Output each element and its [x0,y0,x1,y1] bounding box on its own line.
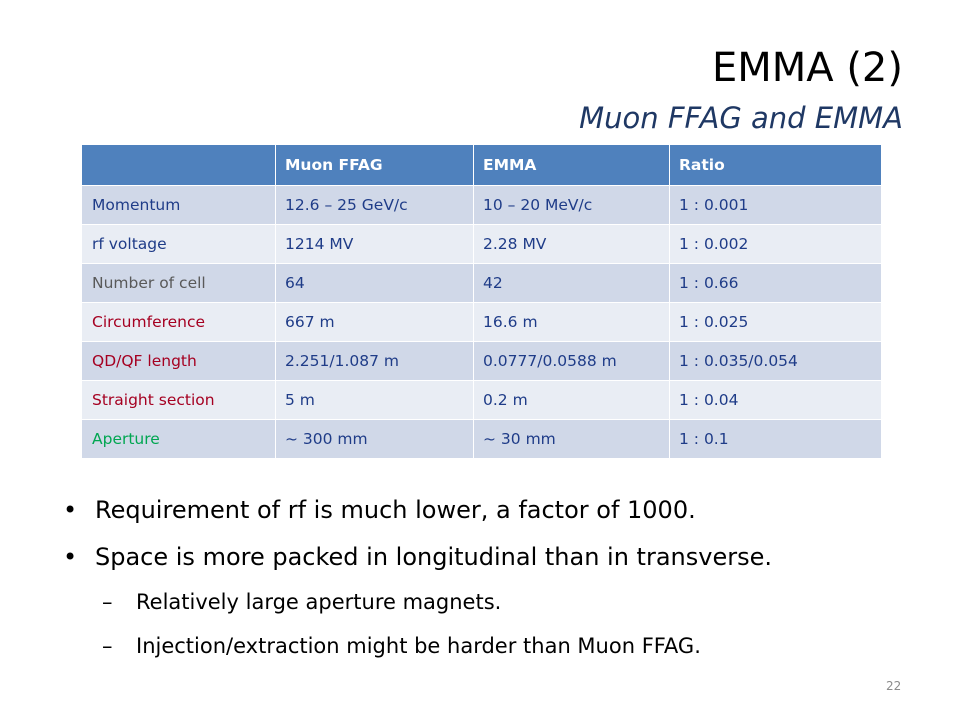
bullet-item: • Space is more packed in longitudinal t… [60,540,940,574]
muon-ffag-cell: 12.6 – 25 GeV/c [275,185,474,225]
bullet-text: Space is more packed in longitudinal tha… [95,543,772,571]
sub-bullet-text: Injection/extraction might be harder tha… [136,634,701,658]
table-row: rf voltage 1214 MV 2.28 MV 1 : 0.002 [81,224,882,264]
emma-cell: 0.0777/0.0588 m [473,341,670,381]
ratio-cell: 1 : 0.1 [669,419,882,459]
ratio-cell: 1 : 0.035/0.054 [669,341,882,381]
bullet-item: • Requirement of rf is much lower, a fac… [60,493,940,527]
muon-ffag-cell: 1214 MV [275,224,474,264]
muon-ffag-cell: 64 [275,263,474,303]
ratio-cell: 1 : 0.002 [669,224,882,264]
table-header-cell [81,144,276,186]
row-label-cell: Momentum [81,185,276,225]
emma-cell: 10 – 20 MeV/c [473,185,670,225]
row-label-cell: Aperture [81,419,276,459]
muon-ffag-cell: 667 m [275,302,474,342]
sub-bullet-item: – Relatively large aperture magnets. [60,587,940,617]
row-label-cell: Circumference [81,302,276,342]
bullet-list: • Requirement of rf is much lower, a fac… [60,493,940,675]
row-label-cell: Straight section [81,380,276,420]
table-header-cell: Muon FFAG [275,144,474,186]
slide-subtitle: Muon FFAG and EMMA [579,101,903,135]
muon-ffag-cell: ~ 300 mm [275,419,474,459]
emma-cell: ~ 30 mm [473,419,670,459]
muon-ffag-cell: 5 m [275,380,474,420]
table-row: QD/QF length 2.251/1.087 m 0.0777/0.0588 m… [81,341,882,381]
table-row: Number of cell 64 42 1 : 0.66 [81,263,882,303]
table-row: Aperture ~ 300 mm ~ 30 mm 1 : 0.1 [81,419,882,459]
table-header-cell: Ratio [669,144,882,186]
ratio-cell: 1 : 0.66 [669,263,882,303]
ratio-cell: 1 : 0.04 [669,380,882,420]
ratio-cell: 1 : 0.025 [669,302,882,342]
table-body: Momentum 12.6 – 25 GeV/c 10 – 20 MeV/c 1 : … [81,185,882,459]
row-label-cell: rf voltage [81,224,276,264]
page-number: 22 [886,679,902,693]
bullet-dash-icon: – [102,590,113,614]
emma-cell: 2.28 MV [473,224,670,264]
muon-ffag-cell: 2.251/1.087 m [275,341,474,381]
bullet-dash-icon: – [102,634,113,658]
emma-cell: 42 [473,263,670,303]
sub-bullet-item: – Injection/extraction might be harder t… [60,631,940,661]
table-header-row: Muon FFAG EMMA Ratio [81,144,882,186]
table-header-cell: EMMA [473,144,670,186]
bullet-dot-icon: • [63,543,78,571]
sub-bullet-text: Relatively large aperture magnets. [136,590,502,614]
bullet-dot-icon: • [63,496,78,524]
emma-cell: 16.6 m [473,302,670,342]
comparison-table: Muon FFAG EMMA Ratio Momentum 12.6 – 25 G… [81,144,882,459]
emma-cell: 0.2 m [473,380,670,420]
slide-title: EMMA (2) [711,45,903,91]
table-row: Momentum 12.6 – 25 GeV/c 10 – 20 MeV/c 1 : … [81,185,882,225]
ratio-cell: 1 : 0.001 [669,185,882,225]
bullet-text: Requirement of rf is much lower, a facto… [95,496,696,524]
row-label-cell: Number of cell [81,263,276,303]
row-label-cell: QD/QF length [81,341,276,381]
